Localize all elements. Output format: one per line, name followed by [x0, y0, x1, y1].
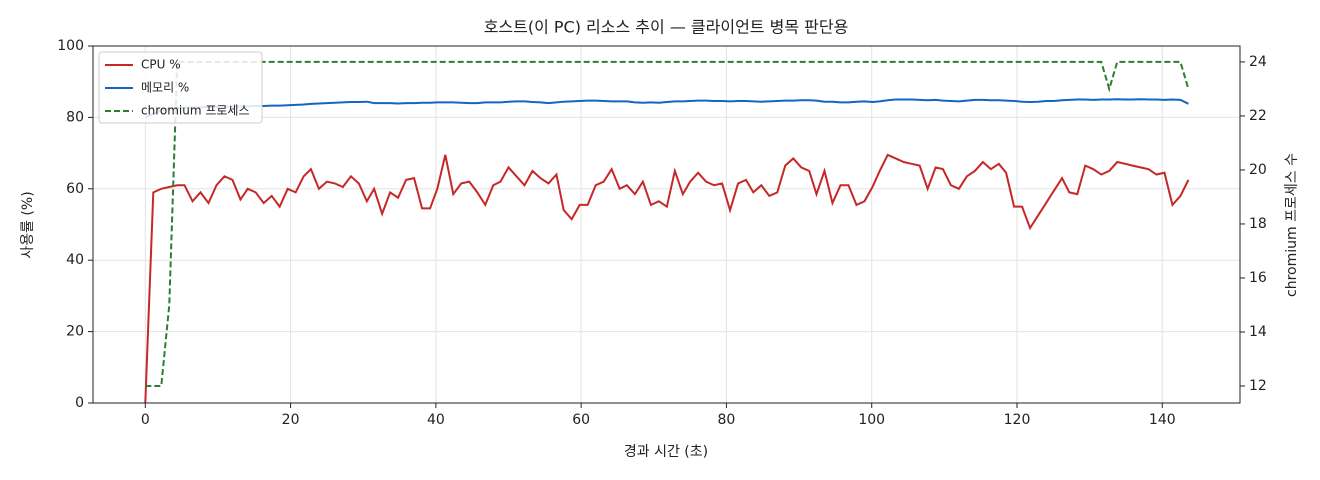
legend-label: 메모리 %: [141, 81, 189, 95]
x-tick-label: 60: [572, 412, 590, 428]
x-tick-label: 0: [141, 412, 150, 428]
data-line: [144, 153, 1190, 404]
y2-tick-label: 18: [1249, 216, 1267, 232]
y2-tick-label: 20: [1249, 162, 1267, 178]
legend-box: [98, 51, 263, 124]
y-tick-label: 100: [57, 38, 84, 54]
data-line: [144, 98, 1189, 119]
plot-frame: [92, 45, 1241, 404]
x-tick-label: 140: [1149, 412, 1176, 428]
data-line: [145, 60, 1190, 387]
y-tick-label: 40: [66, 252, 84, 268]
y-tick-label: 0: [75, 395, 84, 411]
y2-tick-label: 14: [1249, 324, 1267, 340]
y-tick-label: 60: [66, 181, 84, 197]
legend-label: chromium 프로세스: [141, 104, 250, 118]
y2-tick-label: 22: [1249, 108, 1267, 124]
y-axis-label: 사용률 (%): [20, 191, 36, 258]
y2-axis-label: chromium 프로세스 수: [1284, 153, 1300, 297]
x-tick-label: 20: [282, 412, 300, 428]
legend-label: CPU %: [141, 58, 181, 72]
y2-tick-label: 16: [1249, 270, 1267, 286]
x-axis-label: 경과 시간 (초): [624, 444, 708, 460]
y-tick-label: 20: [66, 324, 84, 340]
y2-tick-label: 12: [1249, 378, 1267, 394]
x-tick-label: 120: [1004, 412, 1031, 428]
x-tick-label: 40: [427, 412, 445, 428]
x-tick-label: 100: [858, 412, 885, 428]
chart-title: 호스트(이 PC) 리소스 추이 — 클라이언트 병목 판단용: [484, 18, 849, 37]
y-tick-label: 80: [66, 109, 84, 125]
y2-tick-label: 24: [1249, 54, 1267, 70]
x-tick-label: 80: [718, 412, 736, 428]
